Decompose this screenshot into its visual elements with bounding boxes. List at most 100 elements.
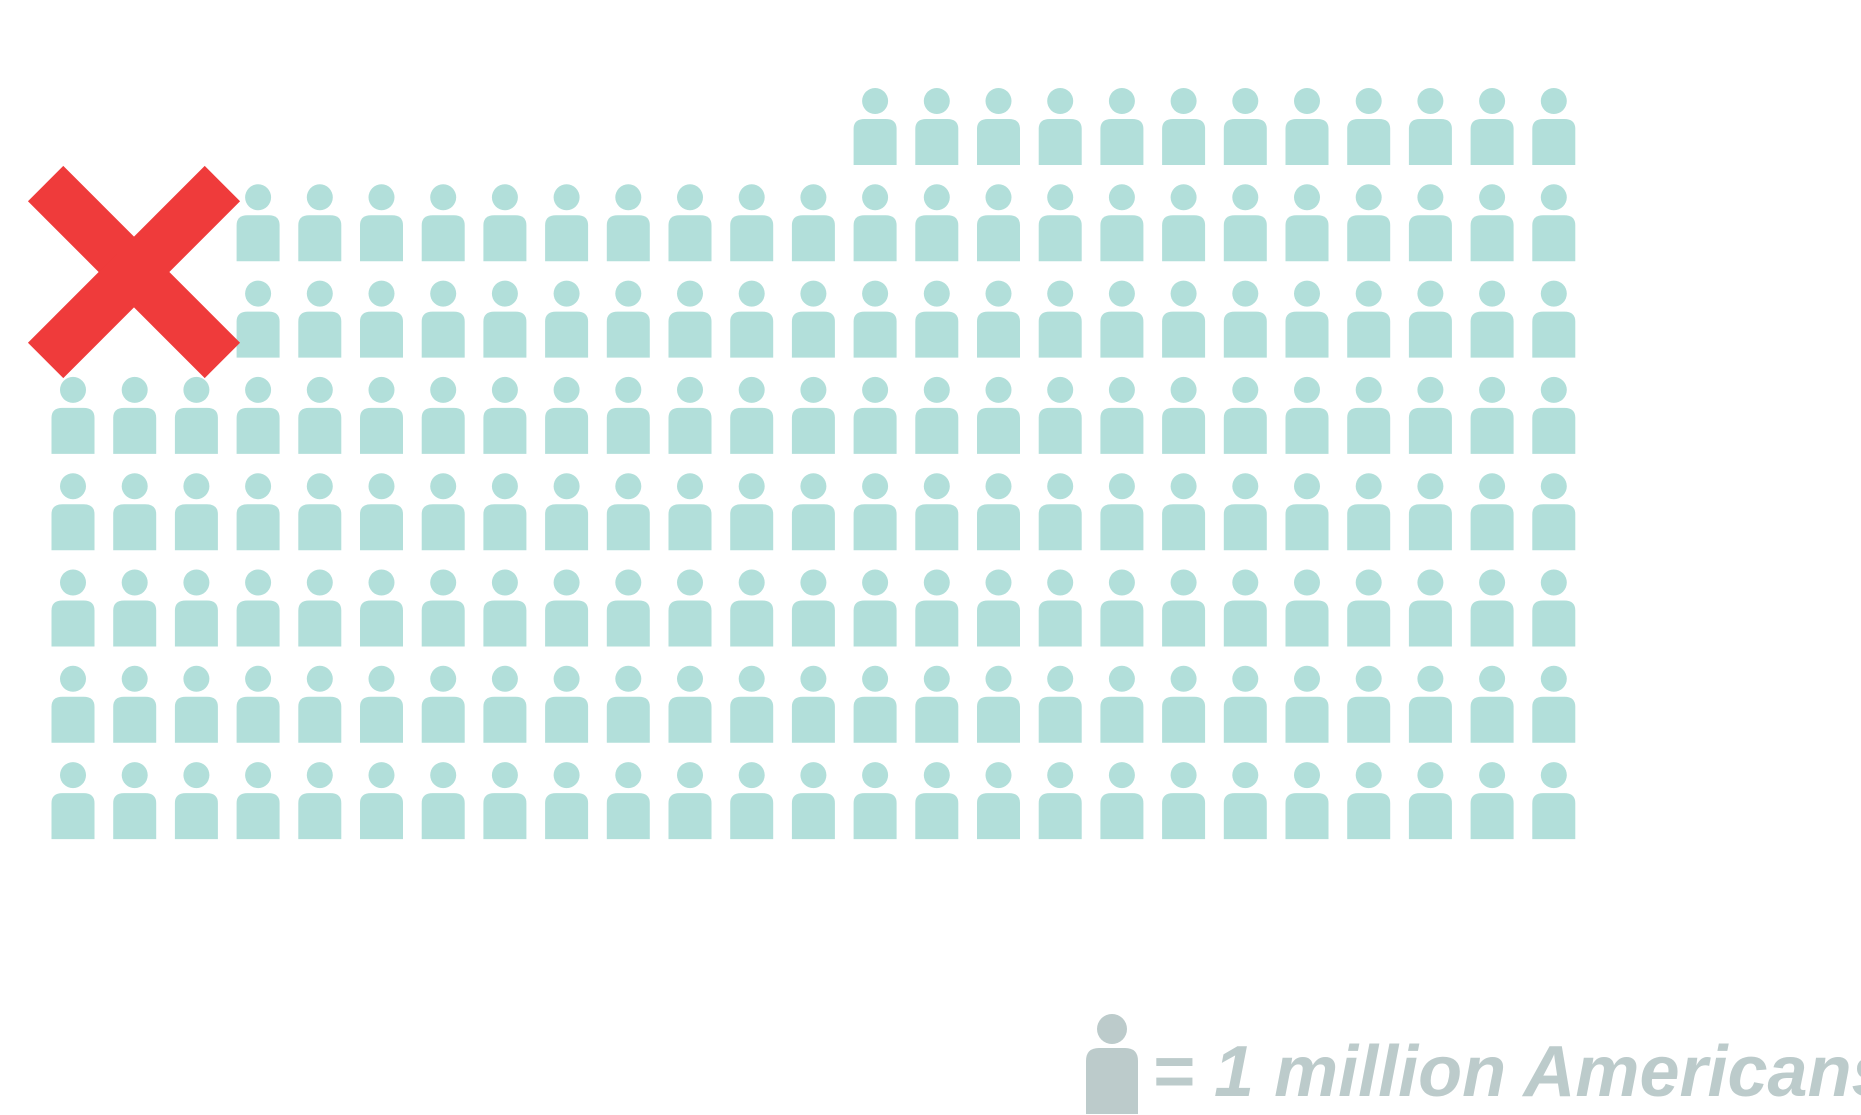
person-head xyxy=(553,569,580,596)
person-head xyxy=(1355,569,1382,596)
person-head xyxy=(985,665,1012,692)
person-icon xyxy=(1532,280,1576,358)
person-icon xyxy=(298,473,342,551)
person-icon xyxy=(853,473,897,551)
person-head xyxy=(923,762,950,789)
person-body xyxy=(1532,407,1576,454)
person-body xyxy=(730,600,774,647)
person-body xyxy=(977,215,1020,262)
person-body xyxy=(360,504,403,551)
person-head xyxy=(306,376,333,403)
person-icon xyxy=(1532,376,1576,454)
person-head xyxy=(183,473,210,500)
person-head xyxy=(1417,376,1444,403)
person-head xyxy=(553,665,580,692)
person-icon xyxy=(545,184,589,262)
person-head xyxy=(121,473,148,500)
person-icon xyxy=(1347,376,1391,454)
person-icon xyxy=(1470,665,1514,743)
person-icon xyxy=(1285,280,1329,358)
person-head xyxy=(1232,569,1259,596)
person-head xyxy=(1170,569,1197,596)
person-head xyxy=(430,376,457,403)
person-icon xyxy=(1285,184,1329,262)
person-body xyxy=(1100,407,1144,454)
person-icon xyxy=(360,665,403,743)
person-icon xyxy=(853,665,897,743)
person-body xyxy=(730,504,774,551)
person-icon xyxy=(545,569,589,647)
person-body xyxy=(174,407,218,454)
person-body xyxy=(1162,311,1206,358)
person-body xyxy=(915,407,959,454)
person-body xyxy=(1285,311,1329,358)
person-icon xyxy=(1100,665,1144,743)
person-head xyxy=(1417,184,1444,211)
person-icon xyxy=(1470,762,1514,840)
person-icon xyxy=(51,569,95,647)
person-head xyxy=(1108,762,1135,789)
person-head xyxy=(430,473,457,500)
person-head xyxy=(1047,184,1074,211)
person-body xyxy=(298,793,342,840)
person-head xyxy=(1479,88,1506,114)
person-head xyxy=(1108,665,1135,692)
person-head xyxy=(923,280,950,307)
person-head xyxy=(1108,184,1135,211)
person-body xyxy=(606,696,650,743)
person-body xyxy=(421,793,465,840)
person-head xyxy=(615,762,642,789)
person-icon xyxy=(1223,569,1267,647)
person-icon xyxy=(1038,88,1082,165)
person-head xyxy=(738,473,765,500)
person-head xyxy=(491,280,518,307)
person-head xyxy=(985,569,1012,596)
person-icon xyxy=(1532,762,1576,840)
person-body xyxy=(1285,119,1329,165)
person-body xyxy=(1347,600,1391,647)
person-body xyxy=(1408,504,1452,551)
person-body xyxy=(791,407,835,454)
person-body xyxy=(606,600,650,647)
person-body xyxy=(421,407,465,454)
person-head xyxy=(677,762,703,789)
person-body xyxy=(1223,215,1267,262)
person-body xyxy=(668,793,712,840)
person-body xyxy=(1347,119,1391,165)
person-head xyxy=(800,280,827,307)
person-head xyxy=(800,184,827,211)
person-icon xyxy=(1162,665,1206,743)
person-body xyxy=(1100,600,1144,647)
person-body xyxy=(360,600,403,647)
person-icon xyxy=(483,665,527,743)
person-icon xyxy=(1223,184,1267,262)
person-head xyxy=(430,184,457,211)
person-body xyxy=(113,793,157,840)
person-head xyxy=(1540,88,1567,114)
person-icon xyxy=(545,376,589,454)
person-head xyxy=(800,665,827,692)
person-head xyxy=(615,376,642,403)
person-body xyxy=(1532,793,1576,840)
person-body xyxy=(853,119,897,165)
person-body xyxy=(1038,793,1082,840)
person-body xyxy=(51,793,95,840)
person-body xyxy=(1347,793,1391,840)
person-icon xyxy=(730,184,774,262)
person-icon xyxy=(421,280,465,358)
person-body xyxy=(545,407,589,454)
person-icon xyxy=(421,376,465,454)
person-icon xyxy=(1162,280,1206,358)
person-icon xyxy=(606,473,650,551)
person-icon xyxy=(174,473,218,551)
person-head xyxy=(368,184,395,211)
person-head xyxy=(1108,280,1135,307)
person-body xyxy=(298,696,342,743)
person-head xyxy=(1294,569,1320,596)
person-body xyxy=(483,600,527,647)
person-body xyxy=(977,793,1020,840)
person-head xyxy=(862,184,889,211)
person-head xyxy=(677,473,703,500)
person-body xyxy=(977,696,1020,743)
person-head xyxy=(738,665,765,692)
